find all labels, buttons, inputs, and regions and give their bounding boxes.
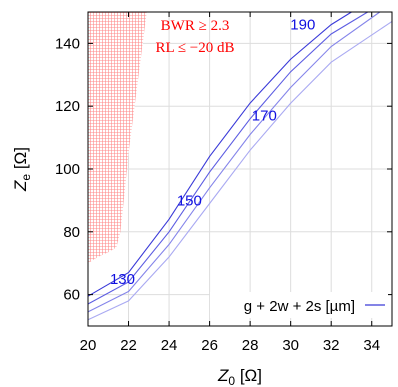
region-area xyxy=(88,12,147,264)
y-tick-label: 100 xyxy=(55,161,80,178)
y-tick-label: 80 xyxy=(63,224,80,241)
curve-label: 150 xyxy=(177,192,202,209)
curve-label: 130 xyxy=(110,271,135,288)
feasible-region xyxy=(88,12,147,264)
y-tick-label: 60 xyxy=(63,287,80,304)
chart-legend: g + 2w + 2s [µm] xyxy=(210,292,388,318)
region-annotation-line: RL ≤ −20 dB xyxy=(155,40,234,56)
series-line xyxy=(87,11,381,313)
series-line xyxy=(87,11,368,305)
x-tick-label: 26 xyxy=(201,337,218,354)
y-tick-label: 140 xyxy=(55,35,80,52)
y-axis-label: Ze [Ω] xyxy=(11,147,33,192)
region-annotation-line: BWR ≥ 2.3 xyxy=(161,18,230,34)
region-annotation: BWR ≥ 2.3 RL ≤ −20 dB xyxy=(155,18,234,56)
x-tick-label: 28 xyxy=(242,337,259,354)
curve-labels: 130 150 170 190 xyxy=(110,17,315,288)
curve-label: 170 xyxy=(252,108,277,125)
axis-labels: Z0 [Ω] Ze [Ω] xyxy=(11,147,262,387)
chart-ticks: 20 22 24 26 28 30 32 34 60 80 100 120 140 xyxy=(55,12,392,354)
x-tick-label: 22 xyxy=(120,337,137,354)
x-tick-label: 20 xyxy=(80,337,97,354)
y-tick-label: 120 xyxy=(55,98,80,115)
series-line xyxy=(87,11,352,297)
chart-series xyxy=(87,11,393,321)
legend-box xyxy=(210,292,388,318)
x-tick-label: 34 xyxy=(363,337,380,354)
x-tick-label: 32 xyxy=(323,337,340,354)
series-line xyxy=(87,20,393,321)
chart-grid xyxy=(87,12,392,326)
curve-label: 190 xyxy=(290,17,315,34)
legend-label: g + 2w + 2s [µm] xyxy=(244,298,355,315)
x-axis-label: Z0 [Ω] xyxy=(217,366,262,387)
x-tick-label: 24 xyxy=(161,337,178,354)
x-tick-label: 30 xyxy=(282,337,299,354)
